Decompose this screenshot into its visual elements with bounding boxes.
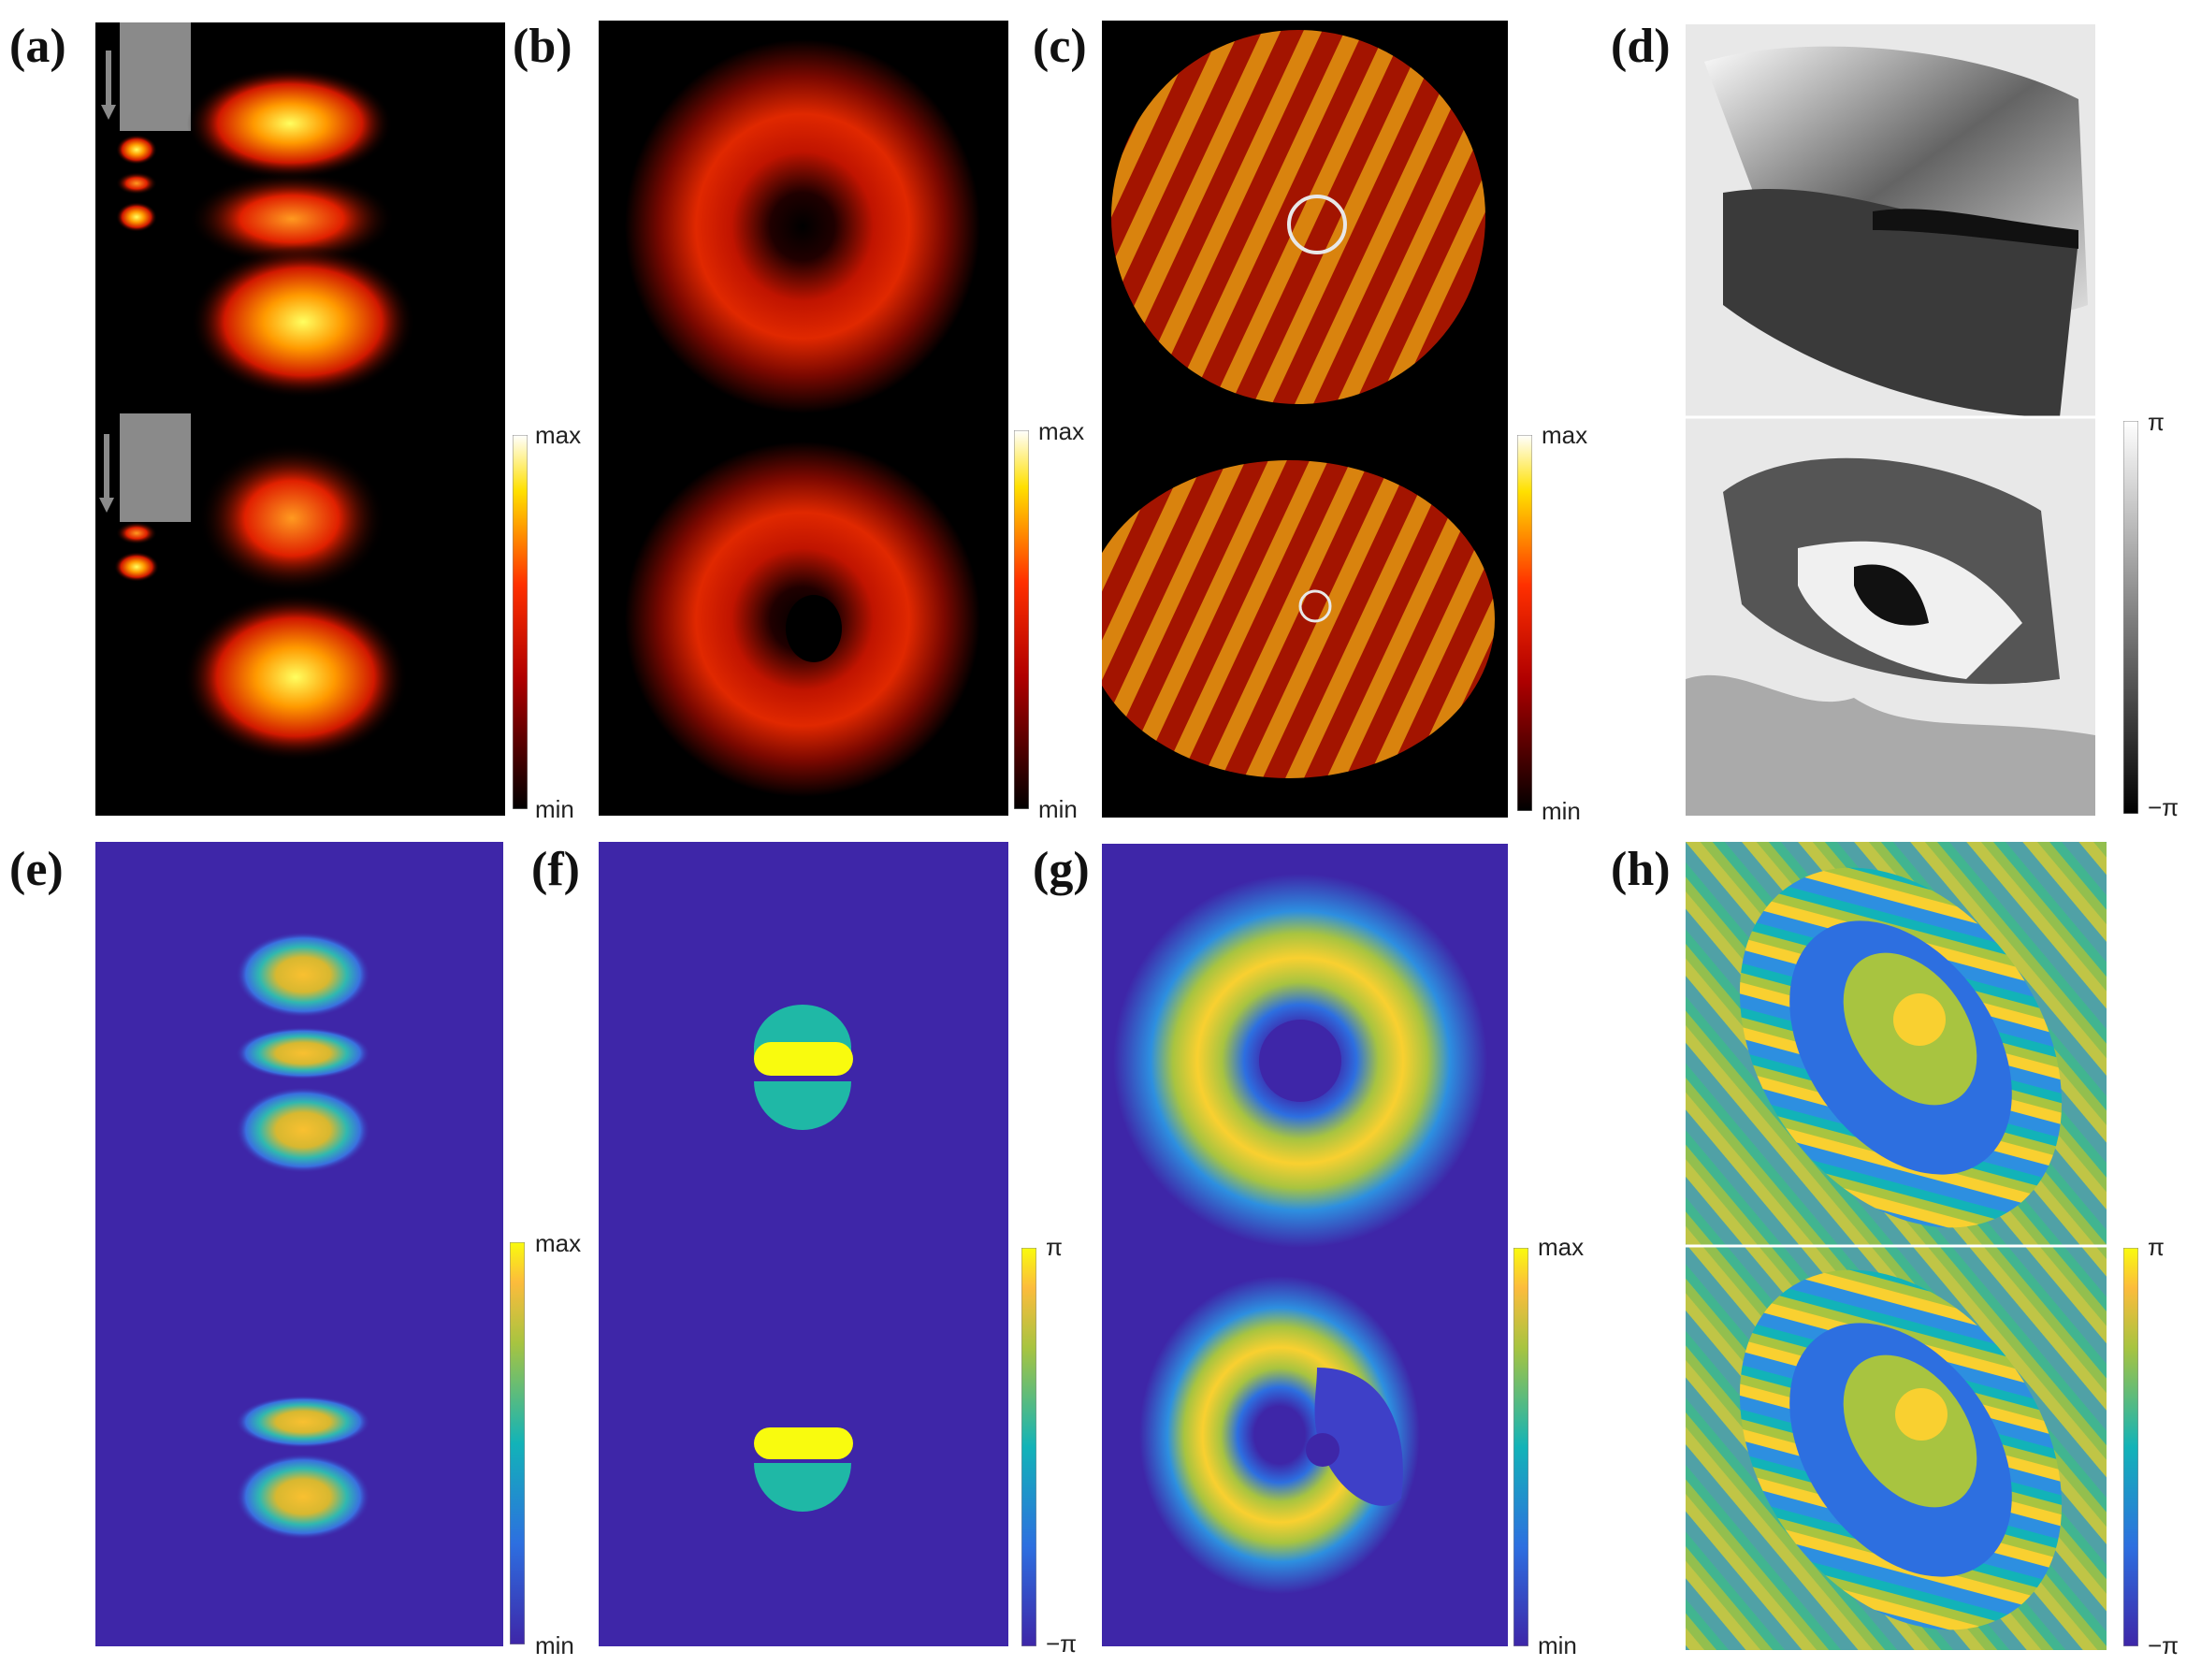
vortex-circle-marker xyxy=(1298,589,1332,623)
panel-f-image xyxy=(599,842,1008,1646)
colorbar-c xyxy=(1517,435,1532,811)
mask-marker xyxy=(120,22,191,131)
colorbar-a-min: min xyxy=(535,795,574,823)
arrow-down-icon xyxy=(99,498,114,513)
panel-label-a: (a) xyxy=(9,20,66,73)
colorbar-g-max: max xyxy=(1538,1233,1585,1261)
panel-b-image xyxy=(599,21,1008,816)
colorbar-a-max: max xyxy=(535,421,582,449)
panel-label-g: (g) xyxy=(1033,843,1090,896)
colorbar-g-min: min xyxy=(1538,1631,1577,1659)
panel-h-image xyxy=(1686,842,2107,1650)
panel-label-e: (e) xyxy=(9,843,64,896)
colorbar-d-min: −π xyxy=(2148,793,2179,821)
panel-label-f: (f) xyxy=(531,843,580,896)
colorbar-f-max: π xyxy=(1046,1233,1063,1261)
colorbar-f xyxy=(1021,1248,1036,1646)
colorbar-b-min: min xyxy=(1038,795,1078,823)
colorbar-e-min: min xyxy=(535,1631,574,1659)
colorbar-b xyxy=(1014,430,1029,809)
arrow-down-icon xyxy=(101,105,116,120)
colorbar-b-max: max xyxy=(1038,417,1085,445)
colorbar-h xyxy=(2123,1248,2138,1646)
panel-d-image xyxy=(1686,24,2095,816)
panel-label-b: (b) xyxy=(513,20,572,73)
panel-label-h: (h) xyxy=(1611,843,1671,896)
colorbar-h-min: −π xyxy=(2148,1631,2179,1659)
panel-label-d: (d) xyxy=(1611,20,1671,73)
colorbar-g xyxy=(1513,1248,1528,1646)
colorbar-c-min: min xyxy=(1542,797,1581,825)
panel-g-image xyxy=(1102,844,1508,1646)
colorbar-f-min: −π xyxy=(1046,1629,1078,1658)
panel-e-image xyxy=(95,842,503,1646)
panel-label-c: (c) xyxy=(1033,20,1087,73)
colorbar-e-max: max xyxy=(535,1229,582,1257)
colorbar-e xyxy=(510,1242,525,1644)
colorbar-d xyxy=(2123,421,2138,814)
panel-a-image xyxy=(95,22,505,816)
colorbar-a xyxy=(513,435,528,809)
panel-c-image xyxy=(1102,21,1508,818)
colorbar-h-max: π xyxy=(2148,1233,2165,1261)
colorbar-c-max: max xyxy=(1542,421,1588,449)
vortex-circle-marker xyxy=(1287,195,1347,254)
colorbar-d-max: π xyxy=(2148,408,2165,436)
